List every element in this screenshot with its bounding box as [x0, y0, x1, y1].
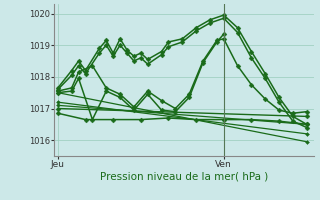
X-axis label: Pression niveau de la mer( hPa ): Pression niveau de la mer( hPa ) — [100, 172, 268, 182]
